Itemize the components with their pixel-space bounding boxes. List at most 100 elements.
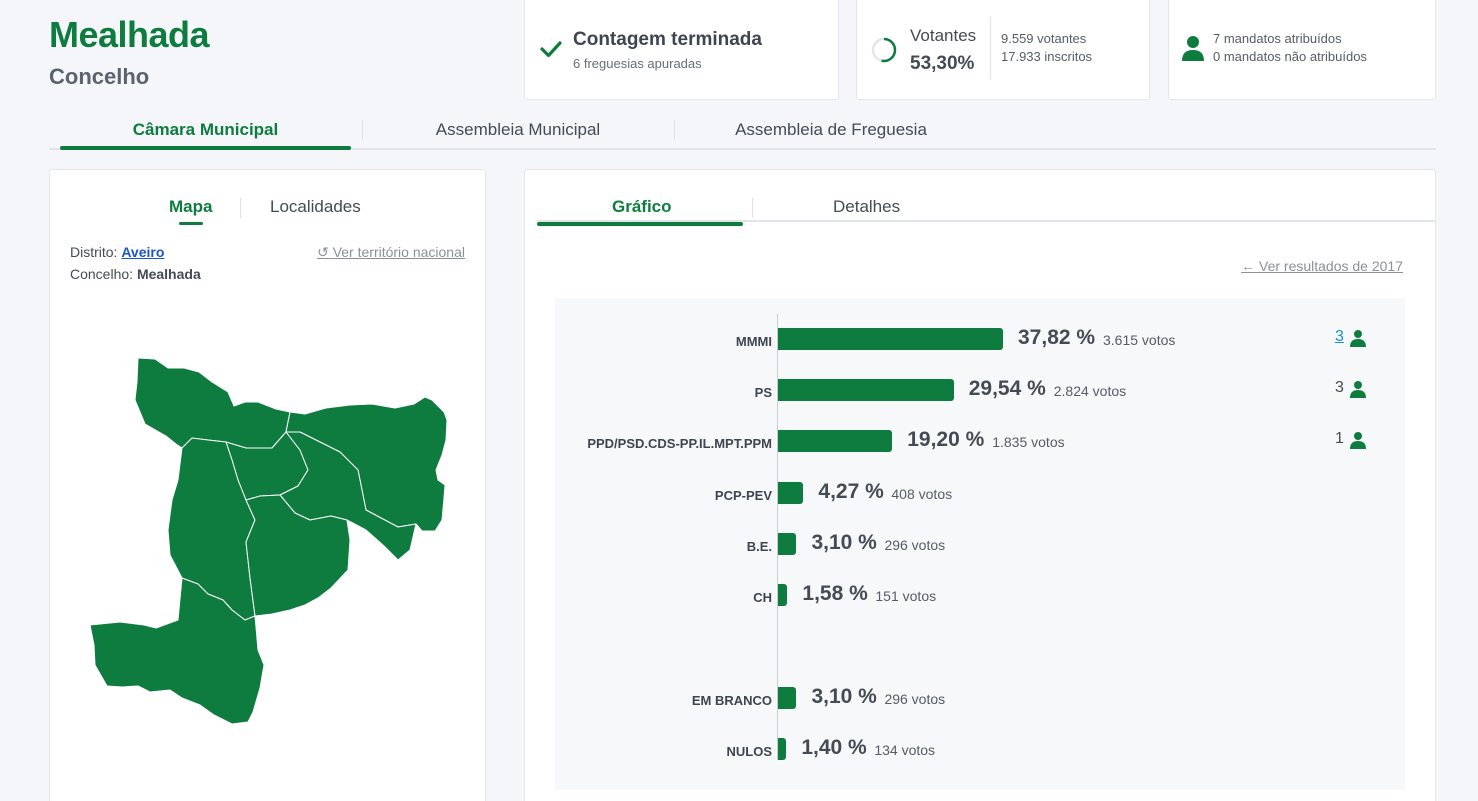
bar	[778, 738, 787, 760]
county-label: Concelho:	[70, 266, 134, 282]
district-label: Distrito:	[70, 244, 118, 260]
seat-count[interactable]: 3	[1335, 328, 1344, 345]
turnout-percentage: 53,30%	[910, 53, 975, 74]
bar-votes: 151 votos	[875, 588, 937, 604]
chart-row: EM BRANCO 3,10 % 296 votos	[555, 685, 1405, 717]
bar-percentage: 19,20 %	[907, 428, 985, 451]
bar-votes: 296 votos	[884, 691, 946, 707]
bar-percentage: 1,58 %	[802, 582, 868, 605]
bar	[778, 430, 893, 452]
previous-results-label: Ver resultados de 2017	[1259, 258, 1403, 274]
registered-count: 17.933 inscritos	[1001, 49, 1093, 64]
map-parish	[245, 494, 351, 617]
person-icon	[1350, 381, 1366, 398]
national-link-label: Ver território nacional	[332, 244, 465, 260]
bar-label: MMMI	[735, 334, 772, 349]
bar-votes: 408 votos	[891, 486, 953, 502]
bar-label: PS	[754, 385, 772, 400]
national-territory-link[interactable]: ↺ Ver território nacional	[317, 244, 465, 261]
map-parish	[134, 357, 291, 449]
bar-votes: 1.835 votos	[992, 434, 1065, 450]
bar-label: PPD/PSD.CDS-PP.IL.MPT.PPM	[587, 436, 772, 451]
tab-separator	[674, 120, 675, 140]
undo-icon: ↺	[317, 244, 329, 260]
active-tab-indicator	[537, 222, 743, 226]
bar-percentage: 1,40 %	[801, 736, 867, 759]
district-link[interactable]: Aveiro	[121, 244, 165, 260]
seats-card: 7 mandatos atribuídos 0 mandatos não atr…	[1168, 0, 1436, 100]
tab-separator	[240, 198, 241, 218]
bar-percentage: 3,10 %	[811, 685, 877, 708]
bar-votes: 2.824 votos	[1053, 383, 1127, 399]
bar-label: B.E.	[746, 539, 772, 554]
bar-percentage: 4,27 %	[818, 480, 884, 503]
divider	[990, 17, 991, 79]
bar-label: PCP-PEV	[714, 488, 772, 503]
turnout-ring-icon	[871, 37, 897, 63]
seat-count: 3	[1335, 379, 1344, 396]
bar-votes: 134 votos	[874, 742, 936, 758]
district-row: Distrito: Aveiro	[70, 244, 164, 260]
tab-bar-line	[537, 220, 1435, 222]
tab-localidades[interactable]: Localidades	[270, 197, 361, 216]
chart-row: NULOS 1,40 % 134 votos	[555, 736, 1405, 768]
bar-percentage: 29,54 %	[968, 377, 1046, 400]
chart-row: B.E. 3,10 % 296 votos	[555, 531, 1405, 563]
page-subtitle: Concelho	[49, 64, 150, 89]
bar-label: CH	[753, 590, 772, 605]
tab-mapa[interactable]: Mapa	[169, 197, 213, 216]
count-status-card: Contagem terminada 6 freguesias apuradas	[524, 0, 839, 100]
bar-percentage: 3,10 %	[811, 531, 877, 554]
tab-separator	[752, 198, 753, 218]
bar	[778, 482, 804, 504]
tab-assembleia-municipal[interactable]: Assembleia Municipal	[435, 120, 601, 139]
chart-row: PPD/PSD.CDS-PP.IL.MPT.PPM 19,20 % 1.835 vo…	[555, 428, 1405, 460]
page-title: Mealhada	[49, 14, 210, 55]
active-tab-indicator	[179, 222, 203, 225]
bar-votes: 3.615 votos	[1103, 332, 1176, 348]
chart-row: PCP-PEV 4,27 % 408 votos	[555, 480, 1405, 512]
chart-row: PS 29,54 % 2.824 votos 3	[555, 377, 1405, 409]
map-panel: Mapa Localidades Distrito: Aveiro Concel…	[49, 169, 486, 801]
seat-count: 1	[1335, 430, 1344, 447]
previous-results-link[interactable]: ← Ver resultados de 2017	[1241, 258, 1403, 274]
bar	[778, 379, 954, 401]
voters-count: 9.559 votantes	[1001, 31, 1087, 46]
arrow-left-icon: ←	[1241, 258, 1256, 274]
bar-label: EM BRANCO	[691, 693, 772, 708]
bar-votes: 296 votos	[884, 537, 946, 553]
county-map[interactable]	[50, 320, 487, 760]
parishes-counted: 6 freguesias apuradas	[573, 56, 702, 71]
person-icon	[1350, 330, 1366, 347]
check-icon	[540, 41, 562, 58]
seats-assigned: 7 mandatos atribuídos	[1213, 31, 1342, 46]
bar-label: NULOS	[726, 744, 773, 759]
tab-detalhes[interactable]: Detalhes	[833, 197, 901, 216]
bar-percentage: 37,82 %	[1018, 326, 1096, 349]
count-status-text: Contagem terminada	[573, 29, 762, 50]
seats-unassigned: 0 mandatos não atribuídos	[1213, 49, 1367, 64]
county-value: Mealhada	[136, 266, 201, 282]
chart-axis	[777, 314, 778, 760]
person-icon	[1182, 36, 1204, 61]
active-tab-indicator	[60, 146, 351, 150]
bar	[778, 584, 788, 606]
person-icon	[1350, 432, 1366, 449]
county-row: Concelho: Mealhada	[70, 266, 201, 282]
map-parish	[279, 431, 417, 561]
tab-camara-municipal[interactable]: Câmara Municipal	[132, 120, 279, 139]
map-parish	[89, 577, 265, 725]
bar	[778, 328, 1003, 350]
tab-assembleia-freguesia[interactable]: Assembleia de Freguesia	[735, 120, 927, 139]
chart-row: CH 1,58 % 151 votos	[555, 582, 1405, 614]
tab-grafico[interactable]: Gráfico	[612, 197, 672, 216]
results-bar-chart: MMMI 37,82 % 3.615 votos 3 PS 29,54 % 2.824 vo…	[555, 298, 1405, 790]
chart-row: MMMI 37,82 % 3.615 votos 3	[555, 326, 1405, 358]
chart-panel: Gráfico Detalhes ← Ver resultados de 201…	[524, 169, 1436, 801]
bar	[778, 687, 797, 709]
election-tabs: Câmara Municipal Assembleia Municipal As…	[49, 112, 1436, 150]
voters-card: Votantes 53,30% 9.559 votantes 17.933 in…	[856, 0, 1150, 100]
tab-separator	[362, 120, 363, 140]
voters-label: Votantes	[910, 26, 977, 45]
bar	[778, 533, 797, 555]
